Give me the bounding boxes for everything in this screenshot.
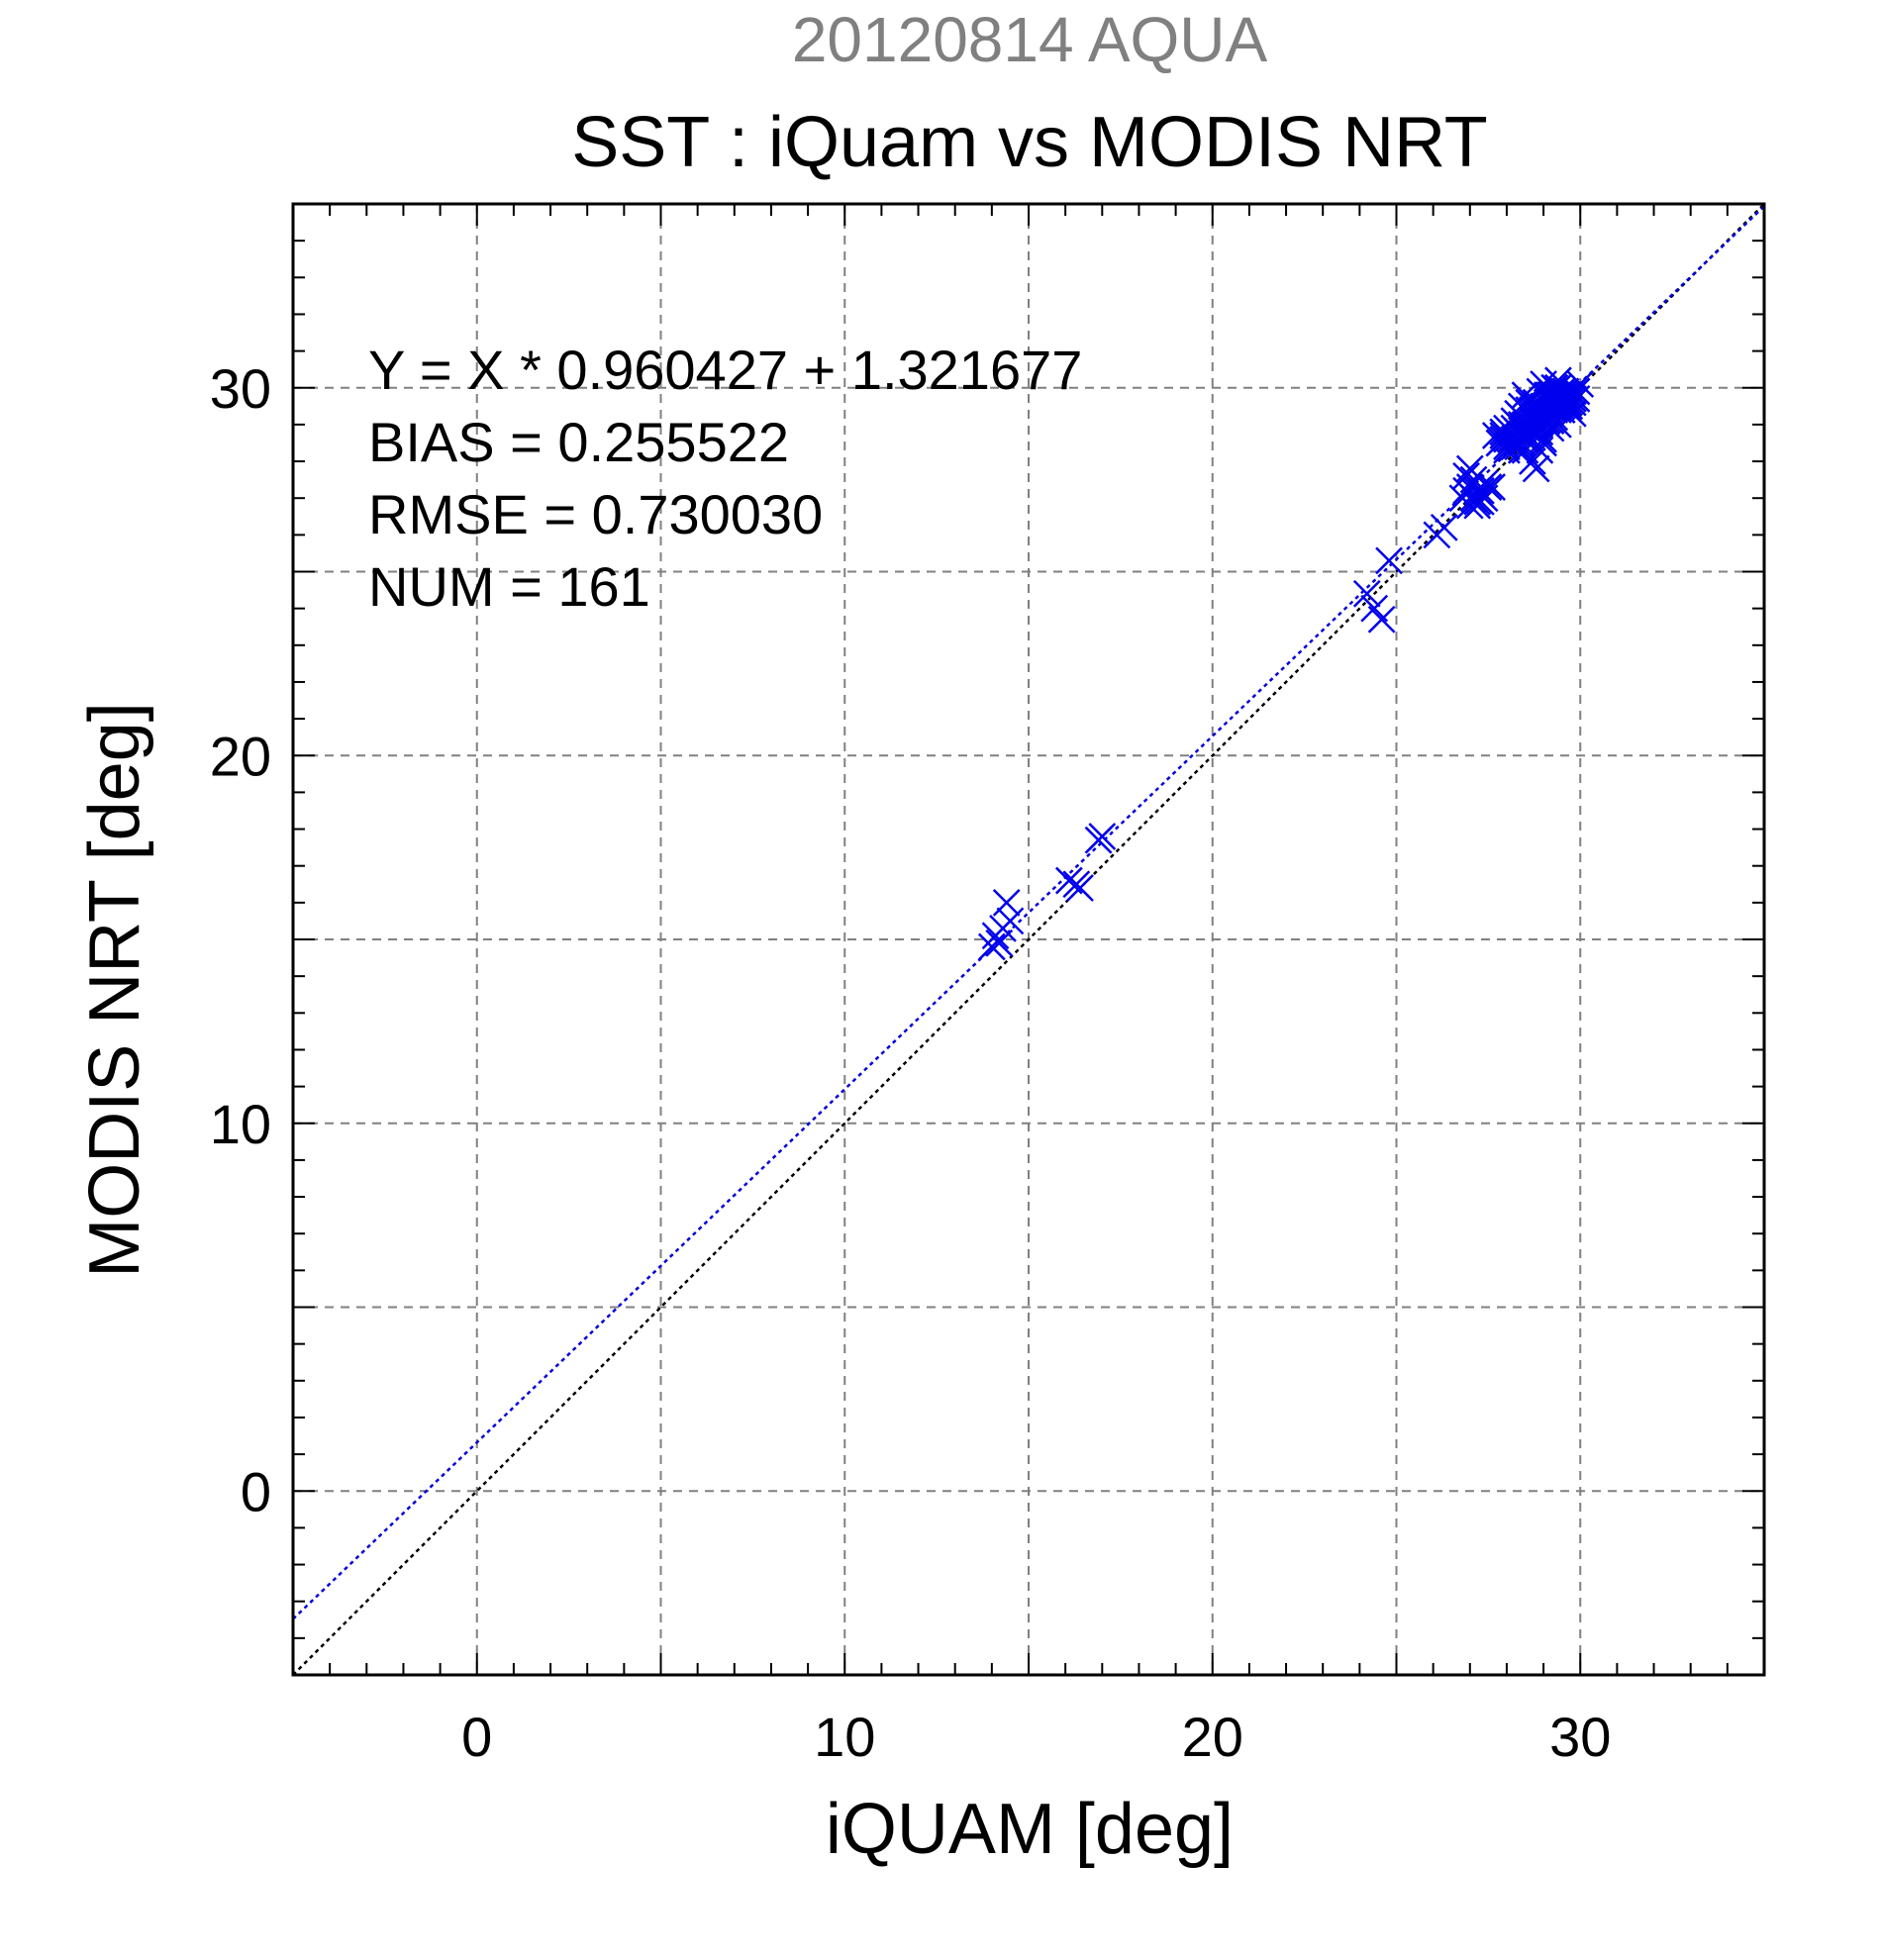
data-point xyxy=(1562,377,1591,406)
data-point xyxy=(1430,514,1458,541)
stats-box: Y = X * 0.960427 + 1.321677 BIAS = 0.255… xyxy=(368,339,1082,618)
data-point-stroke xyxy=(977,932,1006,961)
data-point-stroke xyxy=(1522,454,1550,483)
data-point xyxy=(1459,484,1488,513)
data-point xyxy=(1455,491,1484,520)
data-point xyxy=(1540,381,1569,410)
reference-line-group xyxy=(293,204,1764,1675)
x-tick-label: 20 xyxy=(1182,1706,1243,1768)
data-point-stroke xyxy=(1493,425,1521,453)
data-point-stroke xyxy=(992,888,1021,917)
data-point-stroke xyxy=(1558,388,1587,417)
plot-frame xyxy=(291,202,1766,1677)
data-point-stroke xyxy=(1360,594,1389,623)
data-point xyxy=(1367,605,1396,634)
data-points xyxy=(977,366,1595,961)
chart-title: SST : iQuam vs MODIS NRT xyxy=(571,103,1488,182)
data-point xyxy=(1558,388,1587,417)
data-point-stroke xyxy=(1481,422,1510,449)
data-point-stroke xyxy=(1088,823,1117,850)
x-axis-label: iQUAM [deg] xyxy=(826,1790,1234,1869)
data-point xyxy=(1515,422,1543,449)
data-point xyxy=(1455,454,1484,483)
stats-line-fit: Y = X * 0.960427 + 1.321677 xyxy=(368,339,1082,401)
y-tick-label: 30 xyxy=(210,357,271,420)
data-point xyxy=(992,888,1021,917)
data-point-stroke xyxy=(1452,462,1480,490)
stats-line-bias: BIAS = 0.255522 xyxy=(368,411,789,473)
data-point-stroke xyxy=(1455,491,1484,520)
data-point-stroke xyxy=(1489,418,1518,446)
data-point-stroke xyxy=(1485,429,1514,457)
data-point xyxy=(1467,488,1495,516)
data-point-stroke xyxy=(1066,874,1094,902)
data-point-stroke xyxy=(1375,546,1403,575)
data-point-stroke xyxy=(1562,377,1591,406)
stats-line-num: NUM = 161 xyxy=(368,555,650,618)
data-point-stroke xyxy=(1430,514,1458,541)
identity-line xyxy=(293,204,1764,1675)
data-point-stroke xyxy=(996,907,1025,935)
data-point xyxy=(1489,418,1518,446)
y-tick-label: 10 xyxy=(210,1093,271,1155)
data-point-stroke xyxy=(1515,422,1543,449)
data-point xyxy=(1485,429,1514,457)
x-tick-label: 30 xyxy=(1549,1706,1611,1768)
y-tick-label: 0 xyxy=(241,1460,271,1522)
data-point-stroke xyxy=(1455,454,1484,483)
chart-supertitle: 20120814 AQUA xyxy=(792,4,1268,75)
y-tick-label: 20 xyxy=(210,725,271,787)
data-point xyxy=(1352,579,1381,608)
data-point xyxy=(1066,874,1094,902)
x-tick-label: 0 xyxy=(461,1706,492,1768)
data-point xyxy=(985,929,1014,957)
data-point xyxy=(996,907,1025,935)
data-point-stroke xyxy=(1558,399,1587,428)
data-point-stroke xyxy=(1540,381,1569,410)
data-point xyxy=(1533,411,1561,439)
data-point-stroke xyxy=(1519,403,1546,432)
data-point-stroke xyxy=(1533,411,1561,439)
data-point-stroke xyxy=(1467,488,1495,516)
data-point xyxy=(1088,823,1117,850)
data-point xyxy=(1493,425,1521,453)
data-point xyxy=(977,932,1006,961)
data-point-stroke xyxy=(1367,605,1396,634)
y-axis-label: MODIS NRT [deg] xyxy=(75,702,154,1278)
data-point-stroke xyxy=(985,929,1014,957)
x-tick-label: 10 xyxy=(814,1706,875,1768)
data-point-stroke xyxy=(1478,473,1506,501)
data-point-stroke xyxy=(1352,579,1381,608)
data-point-stroke xyxy=(1459,484,1488,513)
data-point xyxy=(1478,473,1506,501)
data-point-stroke xyxy=(1530,429,1557,457)
stats-line-rmse: RMSE = 0.730030 xyxy=(368,483,823,545)
data-point-stroke xyxy=(1054,866,1083,895)
data-point xyxy=(1375,546,1403,575)
data-point xyxy=(1522,454,1550,483)
data-point xyxy=(1481,422,1510,449)
tick-labels: 0 10 20 30 0 10 20 30 xyxy=(210,357,1612,1768)
